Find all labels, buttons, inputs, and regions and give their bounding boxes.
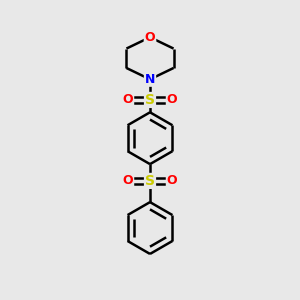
Text: O: O (145, 31, 155, 44)
Text: N: N (145, 73, 155, 86)
Text: O: O (167, 93, 177, 106)
Text: S: S (145, 93, 155, 107)
Text: S: S (145, 174, 155, 188)
Text: O: O (167, 174, 177, 188)
Text: O: O (123, 93, 133, 106)
Text: O: O (123, 174, 133, 188)
